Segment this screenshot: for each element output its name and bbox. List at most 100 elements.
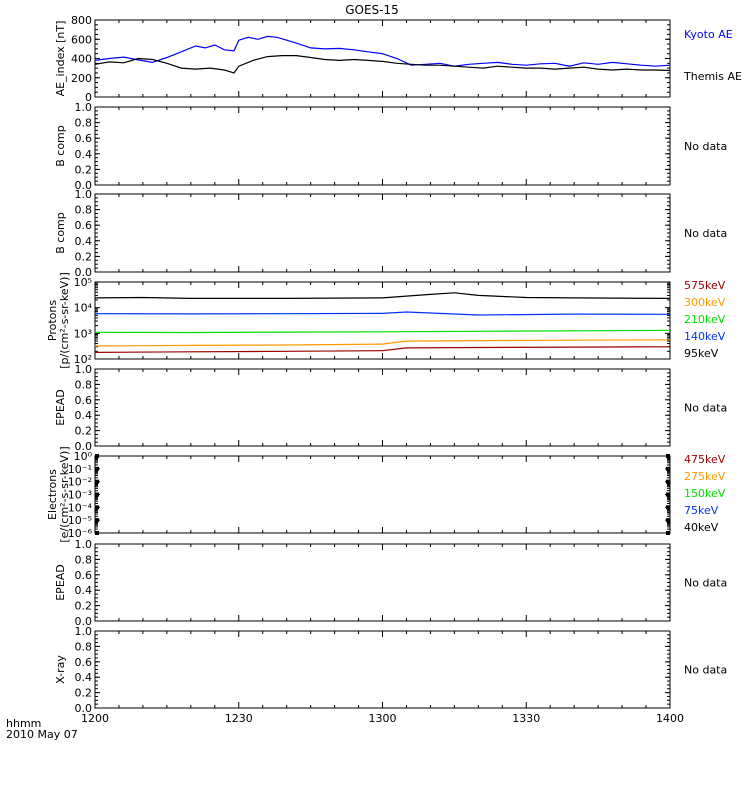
y-tick-label: 1.0 bbox=[75, 625, 93, 638]
y-tick-label: 10⁻⁴ bbox=[68, 501, 93, 514]
y-tick-label: 1.0 bbox=[75, 101, 93, 114]
panel-frame bbox=[94, 543, 671, 622]
edge-marker bbox=[95, 479, 99, 484]
edge-marker bbox=[666, 454, 670, 458]
y-axis-unit: [e/(cm²-s-sr-keV)] bbox=[58, 446, 71, 542]
series-line bbox=[94, 311, 671, 316]
edge-marker bbox=[666, 518, 670, 523]
y-tick-label: 0.0 bbox=[75, 440, 93, 453]
edge-marker bbox=[95, 466, 99, 471]
legend-label: Themis AE bbox=[683, 70, 742, 83]
y-tick-label: 1.0 bbox=[75, 188, 93, 201]
y-tick-label: 0.0 bbox=[75, 179, 93, 192]
edge-marker bbox=[666, 492, 670, 497]
panel-status: No data bbox=[684, 664, 727, 677]
edge-marker bbox=[666, 531, 670, 535]
series-line bbox=[94, 35, 671, 67]
y-axis-label: Protons bbox=[46, 300, 59, 341]
y-tick-label: 800 bbox=[71, 14, 92, 27]
y-tick-label: 0.0 bbox=[75, 702, 93, 715]
y-tick-label: 0.4 bbox=[75, 148, 93, 161]
y-tick-label: 0.2 bbox=[75, 425, 93, 438]
y-tick-label: 0.6 bbox=[75, 132, 93, 145]
y-axis-label: Electrons bbox=[46, 469, 59, 520]
legend-label: 475keV bbox=[684, 453, 726, 466]
legend-label: 150keV bbox=[684, 487, 726, 500]
legend-label: 140keV bbox=[684, 330, 726, 343]
y-tick-label: 10⁵ bbox=[74, 276, 92, 289]
y-tick-label: 10⁻² bbox=[68, 476, 92, 489]
y-tick-label: 1.0 bbox=[75, 538, 93, 551]
legend-label: 575keV bbox=[684, 279, 726, 292]
panel-5: 0.0 0.2 0.4 0.6 0.8 1.0 EPEAD No data bbox=[54, 363, 727, 453]
panel-status: No data bbox=[684, 140, 727, 153]
y-axis-label: B comp bbox=[54, 125, 67, 167]
legend-label: 300keV bbox=[684, 296, 726, 309]
legend-label: 275keV bbox=[684, 470, 726, 483]
panel-4: 10² 10³ 10⁴ 10⁵ Protons [p/(cm²-s-sr-keV)] 575… bbox=[46, 272, 726, 369]
y-tick-label: 10² bbox=[74, 353, 92, 366]
panel-frame bbox=[94, 193, 671, 273]
y-tick-label: 0.6 bbox=[75, 569, 93, 582]
x-tick-label: 1400 bbox=[656, 712, 684, 725]
panel-frame bbox=[94, 368, 671, 447]
y-axis-label: EPEAD bbox=[54, 564, 67, 601]
panel-status: No data bbox=[684, 227, 727, 240]
panel-frame bbox=[94, 106, 671, 186]
y-tick-label: 1.0 bbox=[75, 363, 93, 376]
panel-1: 0 200 400 600 800 AE_index [nT] Kyoto AE Themis… bbox=[54, 14, 742, 104]
y-tick-label: 0.2 bbox=[75, 600, 93, 613]
series-line bbox=[94, 329, 671, 334]
y-tick-label: 0.6 bbox=[75, 394, 93, 407]
y-tick-label: 0.4 bbox=[75, 409, 93, 422]
y-tick-label: 0.2 bbox=[75, 250, 93, 263]
y-tick-label: 10⁴ bbox=[74, 302, 93, 315]
panel-frame bbox=[94, 455, 671, 534]
edge-marker bbox=[95, 531, 99, 535]
chart-title: GOES-15 bbox=[345, 3, 399, 17]
edge-marker bbox=[95, 492, 99, 497]
y-tick-label: 10⁻⁶ bbox=[68, 527, 93, 540]
y-tick-label: 0.8 bbox=[75, 204, 93, 217]
edge-marker bbox=[95, 518, 99, 523]
y-axis-unit: [p/(cm²-s-sr-keV)] bbox=[58, 272, 71, 369]
edge-marker bbox=[666, 466, 670, 471]
edge-marker bbox=[95, 505, 99, 510]
y-axis-label: AE_index [nT] bbox=[54, 21, 67, 97]
y-tick-label: 0.4 bbox=[75, 235, 93, 248]
y-tick-label: 0.4 bbox=[75, 671, 93, 684]
y-tick-label: 0.8 bbox=[75, 640, 93, 653]
y-tick-label: 0.8 bbox=[75, 378, 93, 391]
y-tick-label: 10⁻⁵ bbox=[68, 514, 92, 527]
y-tick-label: 10⁻¹ bbox=[68, 463, 92, 476]
panel-status: No data bbox=[684, 402, 727, 415]
panel-status: No data bbox=[684, 577, 727, 590]
time-axis-label: hhmm bbox=[6, 717, 41, 730]
panels: 0 200 400 600 800 AE_index [nT] Kyoto AE Themis… bbox=[46, 14, 742, 715]
panel-7: 0.0 0.2 0.4 0.6 0.8 1.0 EPEAD No data bbox=[54, 538, 727, 628]
y-tick-label: 0.2 bbox=[75, 687, 93, 700]
edge-marker bbox=[95, 454, 99, 458]
y-tick-label: 0.6 bbox=[75, 219, 93, 232]
y-tick-label: 0.2 bbox=[75, 163, 93, 176]
x-tick-label: 1300 bbox=[369, 712, 397, 725]
y-tick-label: 0 bbox=[85, 91, 92, 104]
y-tick-label: 0.8 bbox=[75, 553, 93, 566]
x-tick-label: 1330 bbox=[512, 712, 540, 725]
series-line bbox=[94, 346, 671, 353]
edge-marker bbox=[666, 505, 670, 510]
y-tick-label: 400 bbox=[71, 53, 92, 66]
panel-3: 0.0 0.2 0.4 0.6 0.8 1.0 B comp No data bbox=[54, 188, 727, 279]
y-tick-label: 10⁰ bbox=[74, 450, 93, 463]
legend-label: 75keV bbox=[684, 504, 719, 517]
panel-frame bbox=[94, 630, 671, 709]
y-tick-label: 600 bbox=[71, 33, 92, 46]
y-tick-label: 10³ bbox=[74, 327, 92, 340]
edge-marker bbox=[666, 479, 670, 484]
panel-8: 0.0 0.2 0.4 0.6 0.8 1.0 X-ray No data bbox=[54, 625, 727, 715]
legend-label: 210keV bbox=[684, 313, 726, 326]
panel-frame bbox=[94, 19, 671, 98]
y-tick-label: 10⁻³ bbox=[68, 489, 92, 502]
